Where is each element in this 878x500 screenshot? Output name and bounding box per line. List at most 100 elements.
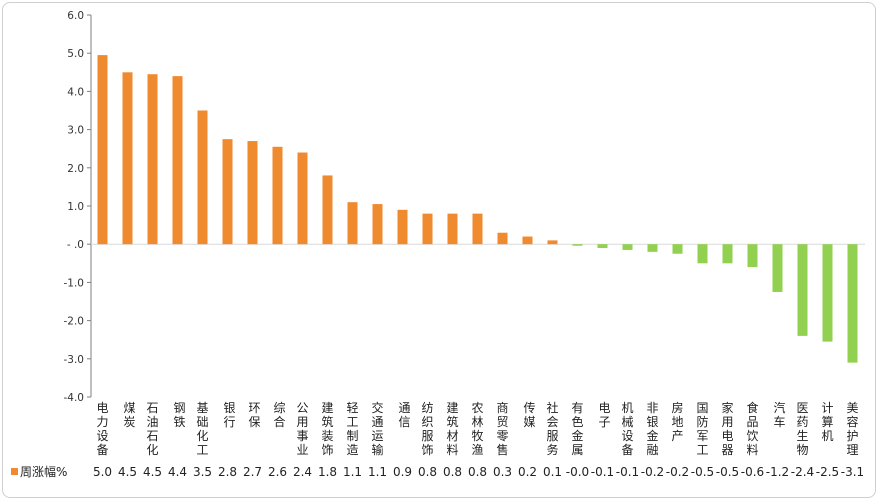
value-label: 4.4 <box>168 465 187 479</box>
value-label: 0.1 <box>543 465 562 479</box>
bar <box>372 204 383 245</box>
category-label: 建筑材料 <box>446 401 458 457</box>
category-label: 电子 <box>598 401 610 429</box>
value-label: 1.8 <box>318 465 337 479</box>
value-label: 5.0 <box>93 465 112 479</box>
bar <box>97 55 108 245</box>
value-label: 1.1 <box>343 465 362 479</box>
category-label: 计算机 <box>821 401 833 443</box>
value-labels: 5.0 4.5 4.5 4.4 3.5 2.8 2.7 2.6 2.4 1.8 1.1 1.1 0.9 0… <box>93 465 864 479</box>
category-label: 农林牧渔 <box>471 401 483 457</box>
y-tick-label: 6.0 <box>67 10 84 22</box>
bar <box>797 244 808 336</box>
bar <box>597 244 608 249</box>
category-label: 通信 <box>398 401 410 429</box>
category-label: 银行 <box>223 401 235 429</box>
value-label: 2.8 <box>218 465 237 479</box>
y-axis: -4.0 -3.0 -2.0 -1.0 - .0 1.0 2.0 3.0 4.0 5.0 6.0 <box>64 10 865 404</box>
bar <box>547 240 558 245</box>
value-label: -0.0 <box>566 465 589 479</box>
bar <box>822 244 833 342</box>
bar <box>447 213 458 245</box>
value-label: 0.9 <box>393 465 412 479</box>
value-label: -0.2 <box>641 465 664 479</box>
value-label: 2.4 <box>293 465 312 479</box>
category-label: 交通运输 <box>371 400 383 457</box>
bar <box>572 244 583 246</box>
bars <box>97 55 858 363</box>
value-label: -2.5 <box>816 465 839 479</box>
category-label: 公用事业 <box>296 401 308 457</box>
category-label: 汽车 <box>773 400 785 429</box>
y-tick-label: 3.0 <box>67 125 84 137</box>
category-label: 食品饮料 <box>746 400 758 457</box>
bar <box>472 213 483 245</box>
bar <box>522 236 533 245</box>
y-tick-label: 5.0 <box>67 48 84 60</box>
y-tick-label: -4.0 <box>64 392 85 404</box>
bar <box>172 76 183 245</box>
y-tick-label: 1.0 <box>67 201 84 213</box>
category-label: 美容护理 <box>846 401 858 457</box>
value-label: 2.7 <box>243 465 262 479</box>
category-label: 纺织服饰 <box>421 401 433 457</box>
category-label: 传媒 <box>523 400 535 429</box>
value-label: 0.8 <box>443 465 462 479</box>
bar <box>422 213 433 245</box>
bar <box>347 202 358 245</box>
bar <box>147 74 158 245</box>
category-label: 石油石化 <box>146 401 158 457</box>
bar <box>397 209 408 245</box>
y-tick-label: -1.0 <box>64 277 85 289</box>
bar <box>847 244 858 363</box>
bar <box>297 152 308 245</box>
bar <box>497 232 508 245</box>
bar <box>322 175 333 245</box>
category-label: 非银金融 <box>646 401 658 457</box>
legend-swatch <box>11 468 18 475</box>
bar <box>122 72 133 245</box>
value-label: -3.1 <box>841 465 864 479</box>
legend: 周涨幅% <box>11 464 67 479</box>
category-label: 社会服务 <box>546 400 558 457</box>
value-label: 0.3 <box>493 465 512 479</box>
value-label: 4.5 <box>143 465 162 479</box>
bar <box>672 244 683 254</box>
bar <box>747 244 758 268</box>
value-label: 3.5 <box>193 465 212 479</box>
value-label: 1.1 <box>368 465 387 479</box>
value-label: -0.6 <box>741 465 764 479</box>
category-label: 轻工制造 <box>346 401 358 457</box>
bar <box>197 110 208 245</box>
category-label: 有色金属 <box>571 401 583 457</box>
category-label: 商贸零售 <box>496 400 508 457</box>
bar <box>272 146 283 245</box>
category-label: 综合 <box>273 401 285 429</box>
value-label: 4.5 <box>118 465 137 479</box>
value-label: -0.5 <box>691 465 714 479</box>
value-label: -0.2 <box>666 465 689 479</box>
category-label: 基础化工 <box>196 401 208 457</box>
category-label: 房地产 <box>671 400 683 443</box>
y-tick-label: -3.0 <box>64 354 85 366</box>
bar <box>697 244 708 264</box>
category-label: 电力设备 <box>96 401 108 457</box>
category-label: 煤炭 <box>123 401 135 429</box>
category-label: 医药生物 <box>796 401 808 457</box>
y-tick-label: - .0 <box>67 239 84 251</box>
category-label: 建筑装饰 <box>321 401 333 457</box>
value-label: 0.2 <box>518 465 537 479</box>
bar <box>247 141 258 245</box>
category-label: 环保 <box>248 401 260 429</box>
bar <box>772 244 783 292</box>
value-label: -2.4 <box>791 465 814 479</box>
value-label: -0.1 <box>591 465 614 479</box>
value-label: -0.1 <box>616 465 639 479</box>
category-label: 国防军工 <box>696 401 708 457</box>
value-label: 0.8 <box>468 465 487 479</box>
y-tick-label: -2.0 <box>64 316 85 328</box>
category-label: 机械设备 <box>621 401 633 457</box>
category-label: 钢铁 <box>173 401 185 429</box>
